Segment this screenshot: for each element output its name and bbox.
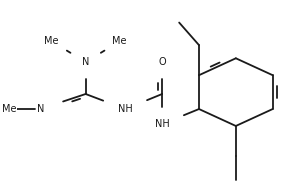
Text: Me: Me xyxy=(112,36,127,46)
Text: NH: NH xyxy=(155,119,170,129)
Text: N: N xyxy=(82,57,89,67)
Text: O: O xyxy=(158,57,166,67)
Text: N: N xyxy=(37,104,44,114)
Text: Me: Me xyxy=(44,36,59,46)
Text: Me: Me xyxy=(2,104,16,114)
Text: NH: NH xyxy=(118,104,133,114)
